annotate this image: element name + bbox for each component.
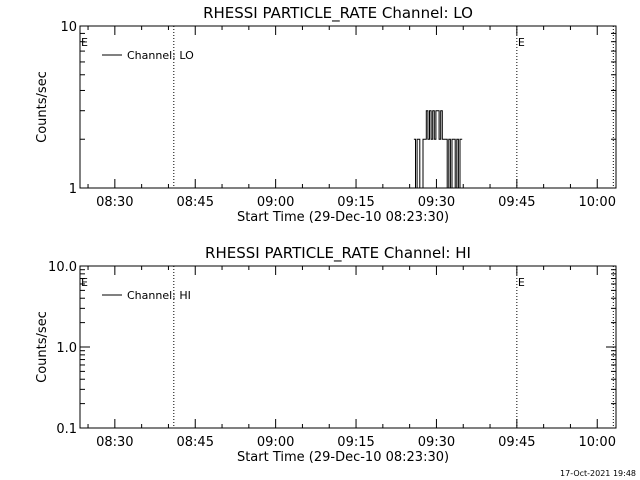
x-tick-label: 10:00 [579, 195, 616, 210]
chart-title: RHESSI PARTICLE_RATE Channel: HI [205, 244, 471, 263]
x-tick-label: 08:45 [177, 195, 214, 210]
x-tick-label: 09:45 [498, 435, 535, 450]
legend-entry: Channel: LO [127, 49, 194, 62]
x-tick-label: 09:00 [257, 195, 294, 210]
x-axis-label: Start Time (29-Dec-10 08:23:30) [237, 450, 449, 465]
plot-frame [79, 25, 617, 189]
y-tick-label: 0.1 [56, 422, 77, 437]
x-tick-label: 09:30 [418, 435, 455, 450]
left-event-marker: E [81, 36, 88, 49]
panel-lo: RHESSI PARTICLE_RATE Channel: LO Start Ti… [35, 4, 617, 225]
legend-entry: Channel: HI [127, 289, 191, 302]
generation-timestamp: 17-Oct-2021 19:48 [560, 469, 636, 478]
x-tick-label: 08:30 [96, 195, 133, 210]
left-event-marker: E [81, 276, 88, 289]
x-tick-label: 09:00 [257, 435, 294, 450]
y-tick-label: 10.0 [48, 260, 77, 275]
series-line-1 [413, 110, 463, 189]
y-tick-label: 10 [60, 20, 77, 35]
x-axis-label: Start Time (29-Dec-10 08:23:30) [237, 210, 449, 225]
event-marker-label: E [518, 36, 525, 49]
x-tick-label: 09:15 [337, 195, 374, 210]
x-tick-label: 09:45 [498, 195, 535, 210]
chart-title: RHESSI PARTICLE_RATE Channel: LO [203, 4, 473, 23]
event-marker-label: E [518, 276, 525, 289]
x-tick-label: 10:00 [579, 435, 616, 450]
y-axis-label: Counts/sec [35, 71, 50, 143]
x-tick-label: 09:30 [418, 195, 455, 210]
x-tick-label: 08:45 [177, 435, 214, 450]
x-tick-label: 09:15 [337, 435, 374, 450]
x-tick-label: 08:30 [96, 435, 133, 450]
y-tick-label: 1 [69, 182, 77, 197]
y-axis-label: Counts/sec [35, 311, 50, 383]
y-tick-label: 1.0 [56, 341, 77, 356]
panel-hi: RHESSI PARTICLE_RATE Channel: HI Start Ti… [35, 244, 617, 465]
